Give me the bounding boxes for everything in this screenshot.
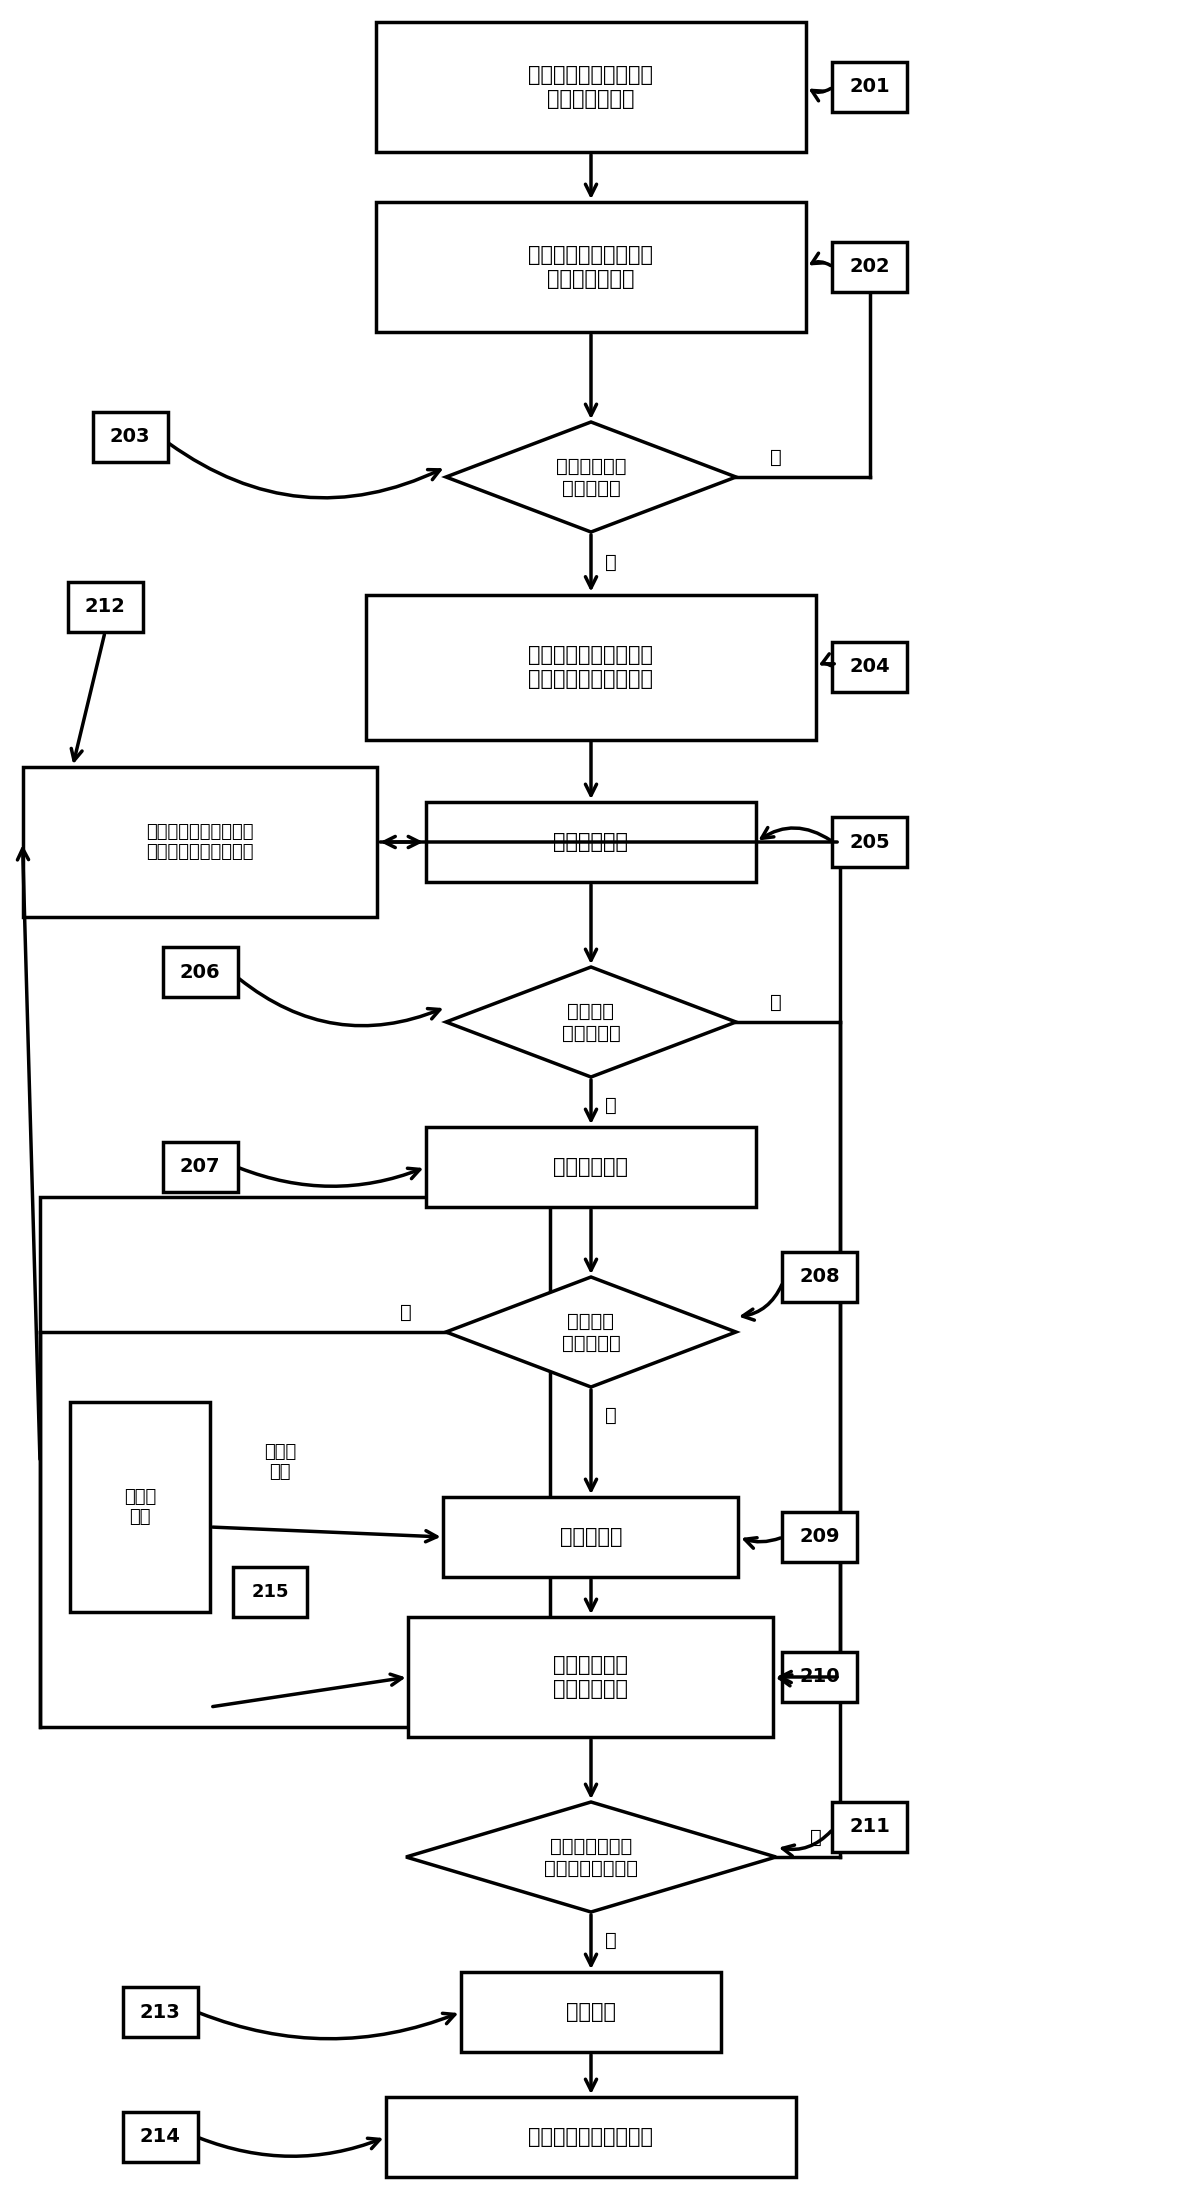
FancyBboxPatch shape bbox=[461, 1973, 720, 2051]
Text: 209: 209 bbox=[800, 1527, 840, 1546]
FancyBboxPatch shape bbox=[376, 22, 806, 153]
FancyBboxPatch shape bbox=[782, 1511, 858, 1562]
FancyBboxPatch shape bbox=[22, 768, 377, 916]
FancyBboxPatch shape bbox=[233, 1568, 308, 1616]
Polygon shape bbox=[446, 1277, 736, 1387]
FancyBboxPatch shape bbox=[782, 1651, 858, 1701]
Text: 耦合度
参数: 耦合度 参数 bbox=[264, 1443, 296, 1481]
FancyBboxPatch shape bbox=[426, 803, 756, 881]
FancyBboxPatch shape bbox=[123, 1988, 198, 2036]
FancyBboxPatch shape bbox=[162, 1142, 238, 1192]
Text: 干扰评估: 干扰评估 bbox=[565, 2001, 616, 2023]
FancyBboxPatch shape bbox=[376, 201, 806, 332]
Text: 是: 是 bbox=[606, 1096, 616, 1115]
Text: 频段预测分析: 频段预测分析 bbox=[554, 831, 628, 853]
FancyBboxPatch shape bbox=[386, 2097, 796, 2176]
Text: 频点预测分析: 频点预测分析 bbox=[554, 1157, 628, 1177]
Text: 207: 207 bbox=[180, 1157, 220, 1177]
FancyBboxPatch shape bbox=[408, 1616, 774, 1736]
Text: 212: 212 bbox=[84, 597, 125, 617]
FancyBboxPatch shape bbox=[162, 947, 238, 997]
Text: 204: 204 bbox=[849, 658, 891, 676]
Text: 获得待评估接收设备的
用频与特性信息: 获得待评估接收设备的 用频与特性信息 bbox=[529, 66, 653, 109]
FancyBboxPatch shape bbox=[833, 243, 907, 293]
Text: 保存接收设备
受扰分析结果: 保存接收设备 受扰分析结果 bbox=[554, 1656, 628, 1699]
Text: 215: 215 bbox=[251, 1583, 289, 1601]
FancyBboxPatch shape bbox=[70, 1402, 211, 1612]
Text: 判断用频数据
是否冲突？: 判断用频数据 是否冲突？ bbox=[556, 457, 626, 496]
FancyBboxPatch shape bbox=[67, 582, 142, 632]
Text: 否: 否 bbox=[606, 553, 616, 571]
FancyBboxPatch shape bbox=[833, 61, 907, 112]
FancyBboxPatch shape bbox=[444, 1496, 738, 1577]
FancyBboxPatch shape bbox=[833, 643, 907, 691]
Text: 获取车内辐射源自扰点
和环境监测频点: 获取车内辐射源自扰点 和环境监测频点 bbox=[529, 245, 653, 289]
Text: 203: 203 bbox=[110, 426, 150, 446]
Text: 否: 否 bbox=[400, 1303, 412, 1321]
Polygon shape bbox=[406, 1802, 776, 1911]
Text: 206: 206 bbox=[180, 962, 220, 982]
FancyBboxPatch shape bbox=[782, 1251, 858, 1301]
Text: 201: 201 bbox=[849, 77, 891, 96]
FancyBboxPatch shape bbox=[92, 411, 168, 461]
Text: 初始化
部分: 初始化 部分 bbox=[124, 1487, 156, 1527]
Text: 是: 是 bbox=[606, 1931, 616, 1949]
Text: 是否存在
潜在干扰？: 是否存在 潜在干扰？ bbox=[562, 1002, 620, 1043]
FancyBboxPatch shape bbox=[833, 1802, 907, 1852]
Text: 202: 202 bbox=[849, 258, 891, 276]
Text: 计算干扰量: 计算干扰量 bbox=[560, 1527, 622, 1546]
FancyBboxPatch shape bbox=[833, 818, 907, 866]
Text: 是: 是 bbox=[770, 448, 782, 466]
Text: 获取下一个（组）发射
设备的用频与特性信息: 获取下一个（组）发射 设备的用频与特性信息 bbox=[147, 822, 253, 862]
FancyBboxPatch shape bbox=[426, 1126, 756, 1207]
Text: 是: 是 bbox=[606, 1406, 616, 1424]
FancyBboxPatch shape bbox=[123, 2113, 198, 2163]
Text: 208: 208 bbox=[800, 1268, 840, 1286]
FancyBboxPatch shape bbox=[366, 595, 816, 739]
Text: 否: 否 bbox=[770, 993, 782, 1013]
Polygon shape bbox=[446, 422, 736, 531]
Text: 205: 205 bbox=[849, 833, 891, 851]
Text: 214: 214 bbox=[140, 2128, 181, 2145]
Text: 210: 210 bbox=[800, 1666, 840, 1686]
Text: 保存接收设备评估结果: 保存接收设备评估结果 bbox=[529, 2128, 653, 2148]
Text: 是否存在
潜在干扰？: 是否存在 潜在干扰？ bbox=[562, 1312, 620, 1352]
Text: 211: 211 bbox=[849, 1817, 891, 1837]
Text: 213: 213 bbox=[140, 2003, 180, 2021]
Text: 获取第一个（组）发射
设备的用频与特性信息: 获取第一个（组）发射 设备的用频与特性信息 bbox=[529, 645, 653, 689]
Polygon shape bbox=[446, 967, 736, 1076]
Text: 是否为最后一个
（组）发射设备？: 是否为最后一个 （组）发射设备？ bbox=[544, 1837, 638, 1876]
Text: 否: 否 bbox=[810, 1828, 822, 1846]
